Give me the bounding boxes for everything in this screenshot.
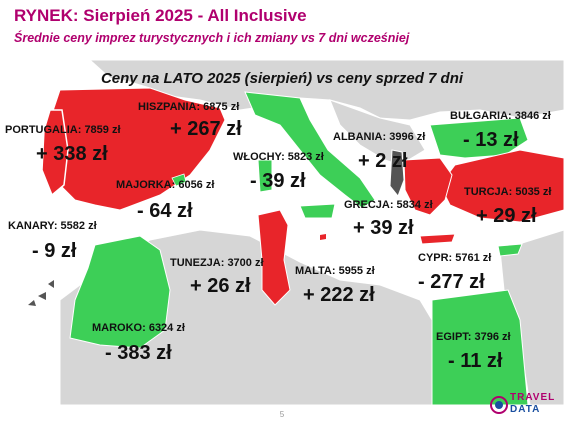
label-cypr: CYPR: 5761 zł (418, 252, 492, 264)
label-egipt: EGIPT: 3796 zł (436, 331, 511, 343)
label-malta: MALTA: 5955 zł (295, 265, 375, 277)
region-egipt (431, 289, 529, 405)
region-albania (389, 149, 405, 197)
region-wlochy (244, 91, 376, 209)
label-portugalia: PORTUGALIA: 7859 zł (5, 124, 121, 136)
region-sicily (299, 203, 336, 219)
change-portugalia: + 338 zł (36, 143, 108, 165)
change-cypr: - 277 zł (418, 271, 485, 293)
change-majorka: - 64 zł (137, 200, 193, 222)
page-number: 5 (279, 410, 285, 419)
change-albania: + 2 zł (358, 150, 408, 172)
label-grecja: GRECJA: 5834 zł (344, 199, 433, 211)
region-maroko (69, 235, 171, 349)
region-sardinia (257, 159, 273, 193)
region-cypr (497, 243, 523, 257)
logo-text-data: DATA (510, 404, 541, 415)
label-turcja: TURCJA: 5035 zł (464, 186, 552, 198)
change-turcja: + 29 zł (476, 205, 537, 227)
logo-text-travel: TRAVEL (510, 392, 556, 403)
region-majorka (171, 173, 187, 187)
change-wlochy: - 39 zł (250, 170, 306, 192)
change-hiszpania: + 267 zł (170, 118, 242, 140)
map (0, 60, 564, 405)
label-maroko: MAROKO: 6324 zł (92, 322, 185, 334)
change-malta: + 222 zł (303, 284, 375, 306)
logo-icon (490, 396, 508, 414)
change-kanary: - 9 zł (32, 240, 77, 262)
map-title: Ceny na LATO 2025 (sierpień) vs ceny spr… (100, 70, 464, 87)
label-tunezja: TUNEZJA: 3700 zł (170, 257, 264, 269)
page-subtitle: Średnie ceny imprez turystycznych i ich … (14, 31, 410, 45)
region-kanary (28, 280, 54, 306)
region-crete (419, 233, 456, 245)
page-title: RYNEK: Sierpień 2025 - All Inclusive (14, 6, 307, 25)
label-majorka: MAJORKA: 6056 zł (116, 179, 215, 191)
label-wlochy: WŁOCHY: 5823 zł (233, 151, 324, 163)
region-tunezja (257, 209, 291, 306)
region-grecja (403, 157, 453, 216)
change-egipt: - 11 zł (448, 350, 503, 372)
label-bulgaria: BUŁGARIA: 3846 zł (450, 110, 551, 122)
label-kanary: KANARY: 5582 zł (8, 220, 97, 232)
header: RYNEK: Sierpień 2025 - All Inclusive Śre… (0, 0, 564, 60)
change-tunezja: + 26 zł (190, 275, 251, 297)
change-grecja: + 39 zł (353, 217, 414, 239)
change-maroko: - 383 zł (105, 342, 172, 364)
region-portugalia (41, 109, 69, 197)
label-hiszpania: HISZPANIA: 6875 zł (138, 101, 240, 113)
change-bulgaria: - 13 zł (463, 129, 519, 151)
label-albania: ALBANIA: 3996 zł (333, 131, 426, 143)
travel-data-logo: TRAVEL DATA (490, 392, 554, 420)
region-malta (320, 234, 326, 240)
